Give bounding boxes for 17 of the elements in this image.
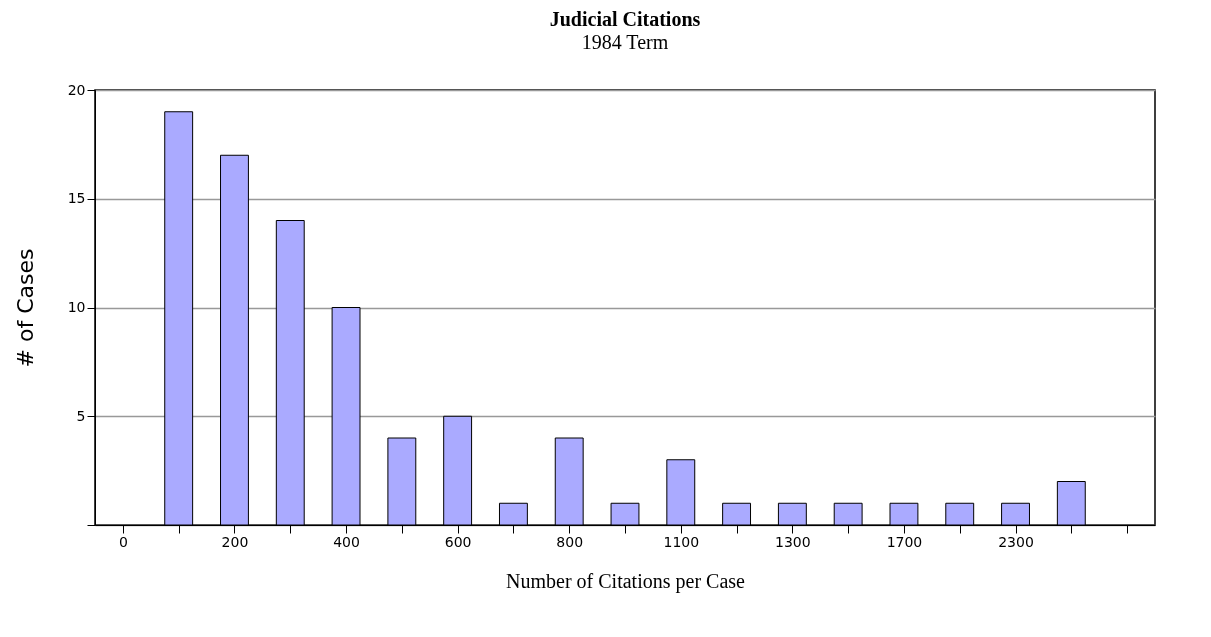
- y-tick-label: 10: [67, 299, 86, 315]
- y-tick-label: 20: [67, 81, 86, 98]
- x-tick-label: 200: [221, 533, 249, 550]
- y-axis-title: # of Cases: [12, 248, 38, 368]
- y-tick-label: 15: [67, 190, 86, 207]
- y-tick-label: 5: [76, 407, 86, 424]
- x-tick-label: 400: [333, 533, 360, 550]
- chart-subtitle: 1984 Term: [581, 31, 669, 53]
- x-tick-label: 1100: [663, 533, 700, 550]
- chart-title: Judicial Citations: [549, 8, 701, 30]
- x-tick-label: 1300: [775, 533, 811, 550]
- x-tick-label: 1700: [886, 533, 923, 550]
- x-tick-label: 0: [118, 533, 128, 550]
- x-tick-label: 800: [556, 533, 584, 550]
- x-tick-label: 600: [444, 533, 472, 550]
- x-tick-label: 2300: [998, 533, 1034, 550]
- x-axis-title: Number of Citations per Case: [506, 569, 746, 593]
